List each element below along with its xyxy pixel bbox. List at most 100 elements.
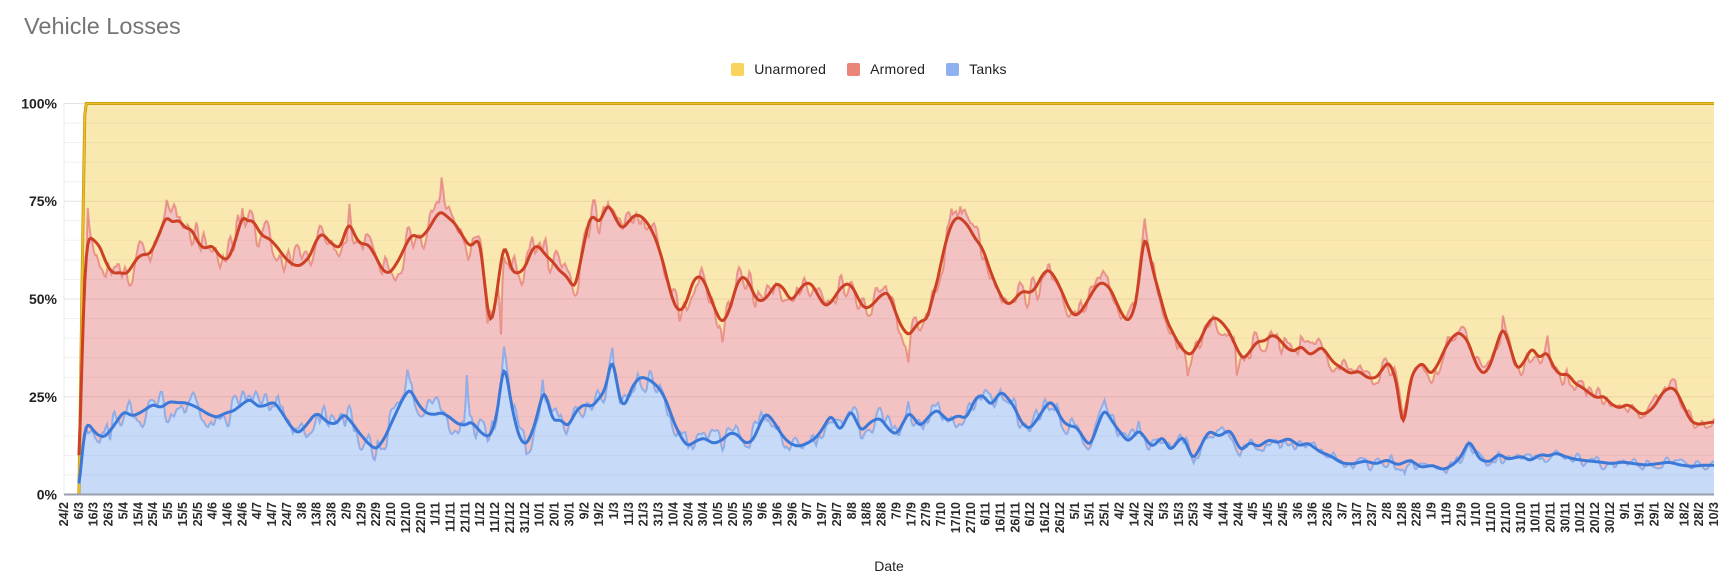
svg-text:1/9: 1/9: [1425, 502, 1439, 519]
svg-text:2/10: 2/10: [384, 502, 398, 526]
svg-text:25/5: 25/5: [191, 502, 205, 526]
svg-text:15/3: 15/3: [1172, 502, 1186, 526]
svg-text:14/2: 14/2: [1127, 502, 1141, 526]
svg-text:10/1: 10/1: [533, 502, 547, 526]
svg-text:23/7: 23/7: [1365, 502, 1379, 526]
svg-text:10/12: 10/12: [1573, 502, 1587, 533]
svg-text:2/9: 2/9: [339, 502, 353, 519]
svg-text:14/7: 14/7: [265, 502, 279, 526]
svg-text:21/10: 21/10: [1499, 502, 1513, 533]
svg-text:9/6: 9/6: [756, 502, 770, 519]
svg-text:50%: 50%: [29, 291, 58, 307]
svg-text:5/4: 5/4: [117, 502, 131, 519]
svg-text:25%: 25%: [29, 389, 58, 405]
svg-text:24/2: 24/2: [1142, 502, 1156, 526]
svg-text:10/5: 10/5: [711, 502, 725, 526]
svg-text:27/10: 27/10: [964, 502, 978, 533]
svg-text:0%: 0%: [37, 487, 58, 503]
svg-text:19/6: 19/6: [771, 502, 785, 526]
svg-text:1/10: 1/10: [1469, 502, 1483, 526]
svg-text:75%: 75%: [29, 193, 58, 209]
svg-text:27/9: 27/9: [919, 502, 933, 526]
svg-text:12/10: 12/10: [399, 502, 413, 533]
svg-text:6/11: 6/11: [979, 502, 993, 526]
svg-text:11/11: 11/11: [444, 502, 458, 532]
svg-text:20/5: 20/5: [726, 502, 740, 526]
svg-text:9/7: 9/7: [800, 502, 814, 519]
svg-text:1/12: 1/12: [473, 502, 487, 526]
svg-text:24/5: 24/5: [1276, 502, 1290, 526]
svg-text:17/10: 17/10: [949, 502, 963, 533]
svg-text:22/10: 22/10: [414, 502, 428, 533]
svg-text:5/1: 5/1: [1068, 502, 1082, 519]
svg-text:11/12: 11/12: [488, 502, 502, 533]
svg-text:24/4: 24/4: [1231, 502, 1245, 526]
svg-text:23/6: 23/6: [1321, 502, 1335, 526]
svg-text:16/12: 16/12: [1038, 502, 1052, 533]
svg-text:25/1: 25/1: [1098, 502, 1112, 526]
svg-text:9/2: 9/2: [577, 502, 591, 519]
svg-text:20/11: 20/11: [1544, 502, 1558, 533]
svg-text:1/11: 1/11: [429, 502, 443, 526]
svg-text:19/1: 19/1: [1633, 502, 1647, 526]
svg-text:4/2: 4/2: [1112, 502, 1126, 519]
svg-text:11/3: 11/3: [622, 502, 636, 526]
svg-text:18/8: 18/8: [860, 502, 874, 526]
svg-text:29/7: 29/7: [830, 502, 844, 526]
svg-text:19/7: 19/7: [815, 502, 829, 526]
svg-text:24/6: 24/6: [235, 502, 249, 526]
svg-text:3/6: 3/6: [1291, 502, 1305, 519]
svg-text:21/3: 21/3: [637, 502, 651, 526]
svg-text:17/9: 17/9: [904, 502, 918, 526]
svg-text:4/5: 4/5: [1246, 502, 1260, 519]
svg-text:25/3: 25/3: [1187, 502, 1201, 526]
svg-text:28/2: 28/2: [1692, 502, 1706, 526]
svg-text:2/8: 2/8: [1380, 502, 1394, 519]
svg-text:13/8: 13/8: [310, 502, 324, 526]
svg-text:18/2: 18/2: [1677, 502, 1691, 526]
svg-text:100%: 100%: [21, 96, 57, 112]
svg-text:20/12: 20/12: [1588, 502, 1602, 533]
svg-text:6/12: 6/12: [1023, 502, 1037, 526]
svg-text:7/9: 7/9: [889, 502, 903, 519]
svg-text:11/10: 11/10: [1484, 502, 1498, 533]
svg-text:4/6: 4/6: [206, 502, 220, 519]
svg-text:30/4: 30/4: [696, 502, 710, 526]
svg-text:30/12: 30/12: [1603, 502, 1617, 533]
svg-text:20/1: 20/1: [548, 502, 562, 526]
svg-text:3/8: 3/8: [295, 502, 309, 519]
svg-text:24/7: 24/7: [280, 502, 294, 526]
svg-text:12/8: 12/8: [1395, 502, 1409, 526]
svg-text:16/11: 16/11: [994, 502, 1008, 533]
svg-text:30/1: 30/1: [562, 502, 576, 526]
svg-text:29/1: 29/1: [1648, 502, 1662, 526]
svg-text:31/12: 31/12: [518, 502, 532, 533]
svg-text:14/6: 14/6: [221, 502, 235, 526]
svg-text:5/5: 5/5: [161, 502, 175, 519]
svg-text:10/3: 10/3: [1707, 502, 1721, 526]
svg-text:24/2: 24/2: [57, 502, 71, 526]
svg-text:6/3: 6/3: [72, 502, 86, 519]
svg-text:28/8: 28/8: [875, 502, 889, 526]
svg-text:23/8: 23/8: [325, 502, 339, 526]
svg-text:12/9: 12/9: [354, 502, 368, 526]
svg-text:7/10: 7/10: [934, 502, 948, 526]
svg-text:5/3: 5/3: [1157, 502, 1171, 519]
svg-text:15/4: 15/4: [131, 502, 145, 526]
svg-text:19/2: 19/2: [592, 502, 606, 526]
svg-text:20/4: 20/4: [681, 502, 695, 526]
svg-text:8/8: 8/8: [845, 502, 859, 519]
svg-text:13/6: 13/6: [1306, 502, 1320, 526]
svg-text:10/4: 10/4: [667, 502, 681, 526]
svg-text:4/4: 4/4: [1202, 502, 1216, 519]
svg-text:9/1: 9/1: [1618, 502, 1632, 519]
svg-text:21/12: 21/12: [503, 502, 517, 533]
svg-text:31/3: 31/3: [652, 502, 666, 526]
svg-text:26/3: 26/3: [102, 502, 116, 526]
svg-text:25/4: 25/4: [146, 502, 160, 526]
svg-text:22/9: 22/9: [369, 502, 383, 526]
svg-text:15/5: 15/5: [176, 502, 190, 526]
svg-text:3/7: 3/7: [1335, 502, 1349, 519]
svg-text:26/11: 26/11: [1008, 502, 1022, 533]
svg-text:16/3: 16/3: [87, 502, 101, 526]
